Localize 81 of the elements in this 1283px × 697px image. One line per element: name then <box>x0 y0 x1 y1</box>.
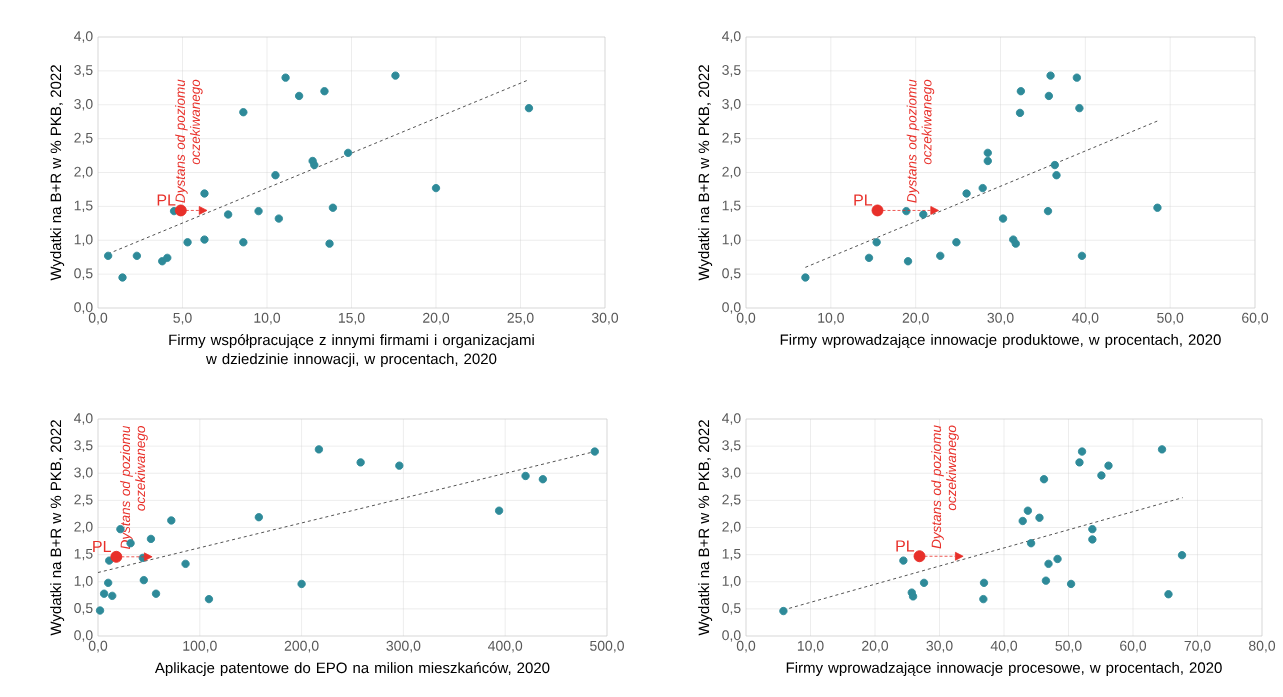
x-axis-title: Firmy wprowadzające innowacje procesowe, w procentach, 2020 <box>786 661 1222 676</box>
y-tick-label: 1,0 <box>74 234 93 247</box>
x-tick-label: 70,0 <box>1184 640 1211 653</box>
x-tick-label: 0,0 <box>736 312 756 325</box>
y-tick-label: 3,5 <box>722 65 741 77</box>
x-tick-label: 10,0 <box>818 312 844 325</box>
x-tick-label: 20,0 <box>902 312 929 325</box>
y-tick-label: 3,0 <box>722 467 741 480</box>
y-tick-label: 0,0 <box>74 302 93 314</box>
y-tick-label: 1,0 <box>74 575 93 588</box>
x-tick-label: 40,0 <box>1072 312 1099 325</box>
y-tick-label: 1,5 <box>74 200 93 213</box>
annotation: Dystans od poziomu oczekiwanego <box>120 425 148 549</box>
y-tick-label: 0,5 <box>74 603 93 615</box>
y-tick-label: 1,5 <box>722 548 741 561</box>
x-tick-label: 60,0 <box>1242 312 1269 325</box>
y-tick-label: 2,0 <box>74 521 93 534</box>
y-axis-title: Wydatki na B+R w % PKB, 2022 <box>698 420 713 636</box>
y-tick-label: 2,5 <box>74 494 93 507</box>
y-tick-label: 0,0 <box>74 630 93 642</box>
y-tick-label: 3,0 <box>74 467 93 480</box>
y-tick-label: 1,0 <box>722 234 741 247</box>
x-tick-label: 40,0 <box>990 640 1018 653</box>
legend-label: PL <box>896 540 915 552</box>
x-tick-label: 50,0 <box>1055 640 1082 653</box>
y-tick-label: 2,0 <box>722 166 741 179</box>
y-tick-label: 1,5 <box>74 548 93 561</box>
y-tick-label: 2,5 <box>722 494 741 507</box>
x-tick-label: 0,0 <box>88 312 108 325</box>
y-tick-label: 3,0 <box>722 98 741 111</box>
x-axis-title: Firmy współpracujące z innymi firmami i organizacjami w dziedzinie innowacji, w procentach, 2020 <box>169 333 534 368</box>
y-tick-label: 2,5 <box>74 132 93 145</box>
y-tick-label: 0,5 <box>722 603 741 615</box>
y-tick-label: 1,5 <box>722 200 741 213</box>
y-tick-label: 0,5 <box>722 268 741 280</box>
x-tick-label: 300,0 <box>386 640 421 653</box>
y-tick-label: 3,5 <box>722 440 741 452</box>
x-axis-title: Firmy wprowadzające innowacje produktowe, w procentach, 2020 <box>780 333 1221 348</box>
x-tick-label: 80,0 <box>1248 640 1276 653</box>
y-tick-label: 3,5 <box>74 440 93 452</box>
x-tick-label: 500,0 <box>590 640 624 653</box>
legend-label: PL <box>93 540 111 552</box>
x-tick-label: 0,0 <box>736 640 756 653</box>
x-axis-title: Aplikacje patentowe do EPO na milion mieszkańców, 2020 <box>154 661 550 677</box>
y-tick-label: 3,5 <box>74 65 93 77</box>
x-tick-label: 60,0 <box>1120 640 1147 653</box>
x-tick-label: 0,0 <box>88 640 108 653</box>
x-tick-label: 20,0 <box>862 640 889 653</box>
x-tick-label: 100,0 <box>183 640 217 653</box>
x-tick-label: 30,0 <box>987 312 1014 325</box>
x-tick-label: 30,0 <box>591 312 619 325</box>
x-tick-label: 25,0 <box>507 312 534 325</box>
x-tick-label: 10,0 <box>797 640 824 653</box>
x-tick-label: 50,0 <box>1157 312 1184 325</box>
y-tick-label: 4,0 <box>721 413 741 425</box>
y-tick-label: 2,5 <box>722 132 741 145</box>
y-axis-title: Wydatki na B+R w % PKB, 2022 <box>50 65 65 281</box>
y-tick-label: 4,0 <box>721 31 741 43</box>
legend-label: PL <box>854 194 873 206</box>
y-tick-label: 0,5 <box>74 268 93 280</box>
x-tick-label: 10,0 <box>254 312 281 325</box>
annotation: Dystans od poziomu oczekiwanego <box>906 79 935 203</box>
y-tick-label: 0,0 <box>722 302 741 314</box>
y-tick-label: 3,0 <box>74 98 93 111</box>
x-tick-label: 30,0 <box>926 640 953 653</box>
y-tick-label: 2,0 <box>74 166 93 179</box>
y-axis-title: Wydatki na B+R w % PKB, 2022 <box>50 420 65 636</box>
annotation: Dystans od poziomu oczekiwanego <box>931 425 959 549</box>
y-tick-label: 4,0 <box>73 31 93 43</box>
legend-label: PL <box>157 194 176 206</box>
y-tick-label: 1,0 <box>722 575 741 588</box>
y-axis-title: Wydatki na B+R w % PKB, 2022 <box>698 65 713 281</box>
x-tick-label: 15,0 <box>338 312 365 325</box>
x-tick-label: 5,0 <box>173 312 192 325</box>
x-tick-label: 20,0 <box>423 312 450 325</box>
y-tick-label: 2,0 <box>722 521 741 534</box>
y-tick-label: 4,0 <box>73 413 93 425</box>
y-tick-label: 0,0 <box>722 630 741 642</box>
x-tick-label: 400,0 <box>488 640 523 653</box>
annotation: Dystans od poziomu oczekiwanego <box>175 79 203 203</box>
x-tick-label: 200,0 <box>284 640 319 653</box>
